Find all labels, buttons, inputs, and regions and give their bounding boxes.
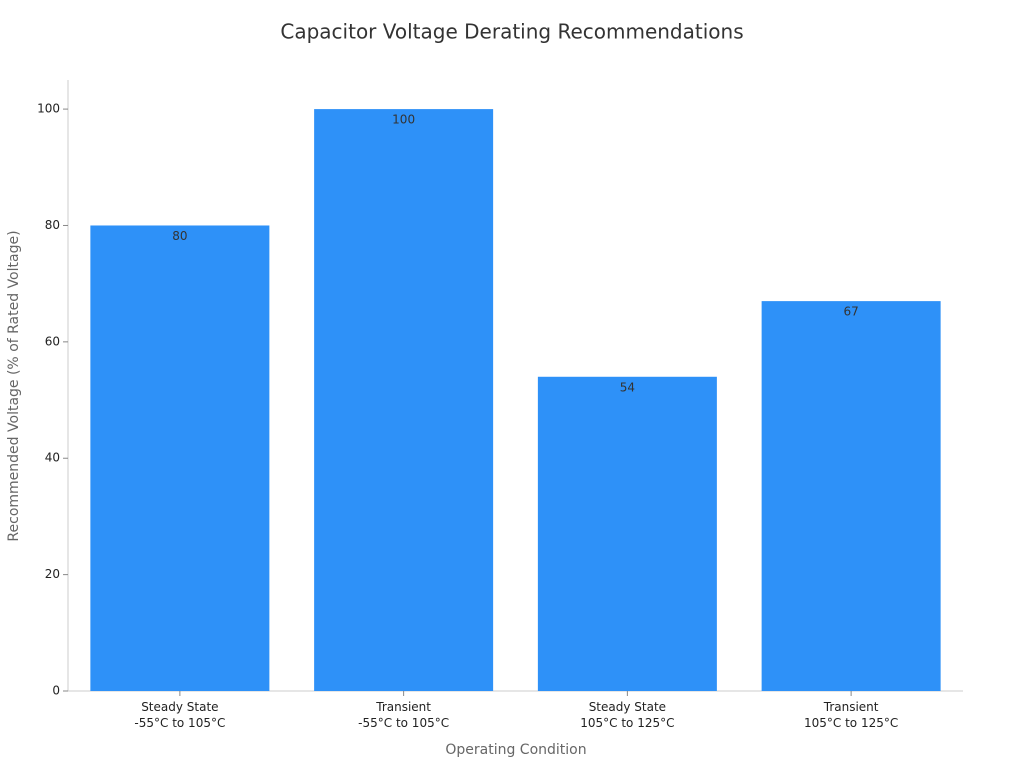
chart-title: Capacitor Voltage Derating Recommendatio… — [280, 20, 743, 44]
bar — [761, 301, 941, 691]
x-tick-label: Steady State 105°C to 125°C — [580, 700, 674, 730]
bar — [537, 376, 717, 691]
value-label: 67 — [843, 305, 858, 319]
bar — [90, 225, 270, 691]
y-axis-label: Recommended Voltage (% of Rated Voltage) — [6, 230, 22, 541]
y-tick-label: 80 — [45, 218, 60, 232]
x-tick-label: Transient -55°C to 105°C — [358, 700, 449, 730]
value-label: 54 — [620, 380, 635, 394]
value-label: 100 — [392, 113, 415, 127]
value-label: 80 — [172, 229, 187, 243]
bar — [314, 109, 494, 692]
x-tick-label: Transient 105°C to 125°C — [804, 700, 898, 730]
x-tick-label: Steady State -55°C to 105°C — [134, 700, 225, 730]
y-tick-label: 20 — [45, 567, 60, 581]
y-tick-label: 0 — [52, 684, 60, 698]
y-tick-label: 40 — [45, 451, 60, 465]
x-axis-label: Operating Condition — [445, 742, 586, 758]
y-tick-label: 60 — [45, 334, 60, 348]
y-tick-label: 100 — [37, 102, 60, 116]
